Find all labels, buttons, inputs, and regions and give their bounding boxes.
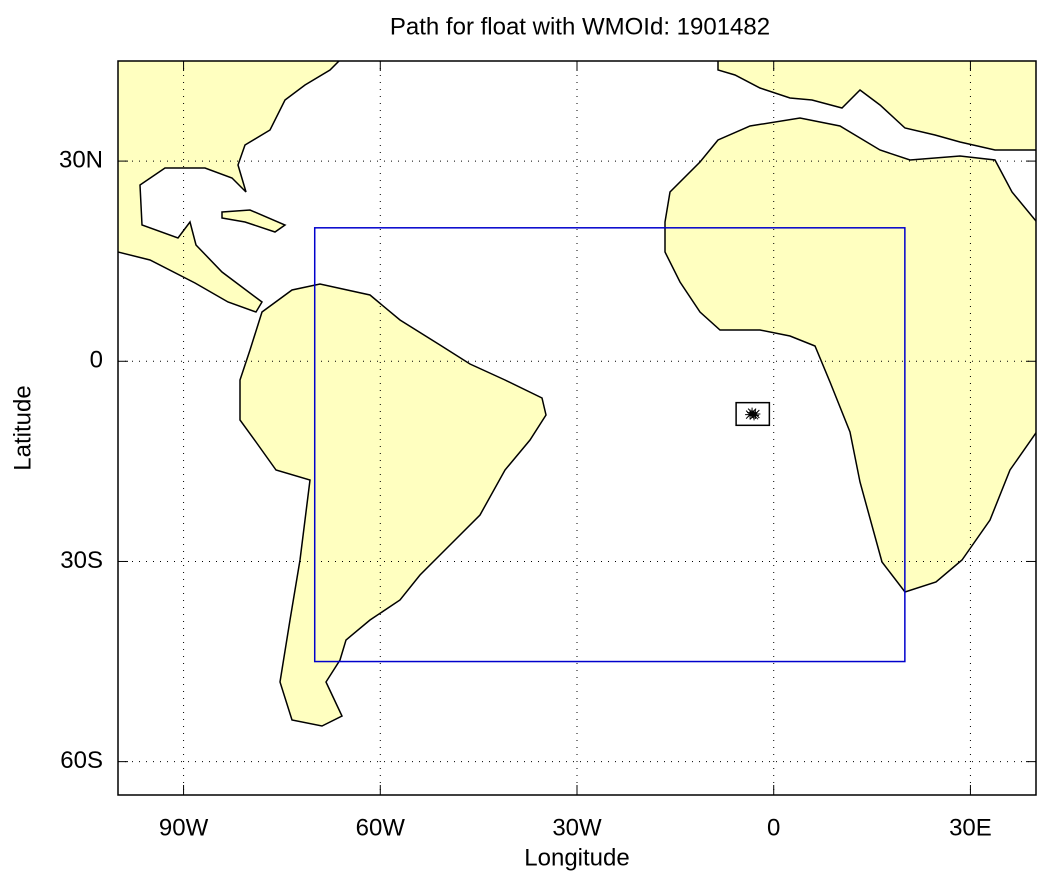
coastlines [118,61,1036,727]
chart-title: Path for float with WMOId: 1901482 [390,13,770,40]
x-tick-label: 30W [552,814,602,841]
x-tick-label: 60W [356,814,406,841]
north-america [118,61,341,313]
y-tick-label: 0 [90,347,103,374]
x-tick-label: 0 [767,814,780,841]
europe [717,61,1036,151]
africa [664,117,1036,593]
y-axis-label: Latitude [9,385,36,470]
south-america [239,283,547,727]
y-tick-label: 30S [60,547,103,574]
y-tick-label: 60S [60,747,103,774]
y-tick-label: 30N [59,146,103,173]
x-tick-label: 90W [159,814,209,841]
marks-layer [118,61,1036,795]
float-position [750,408,761,419]
x-tick-label: 30E [949,814,992,841]
x-axis-label: Longitude [524,844,629,871]
float-bounding-box [735,401,771,427]
region-box [313,227,906,663]
cuba [221,209,287,233]
